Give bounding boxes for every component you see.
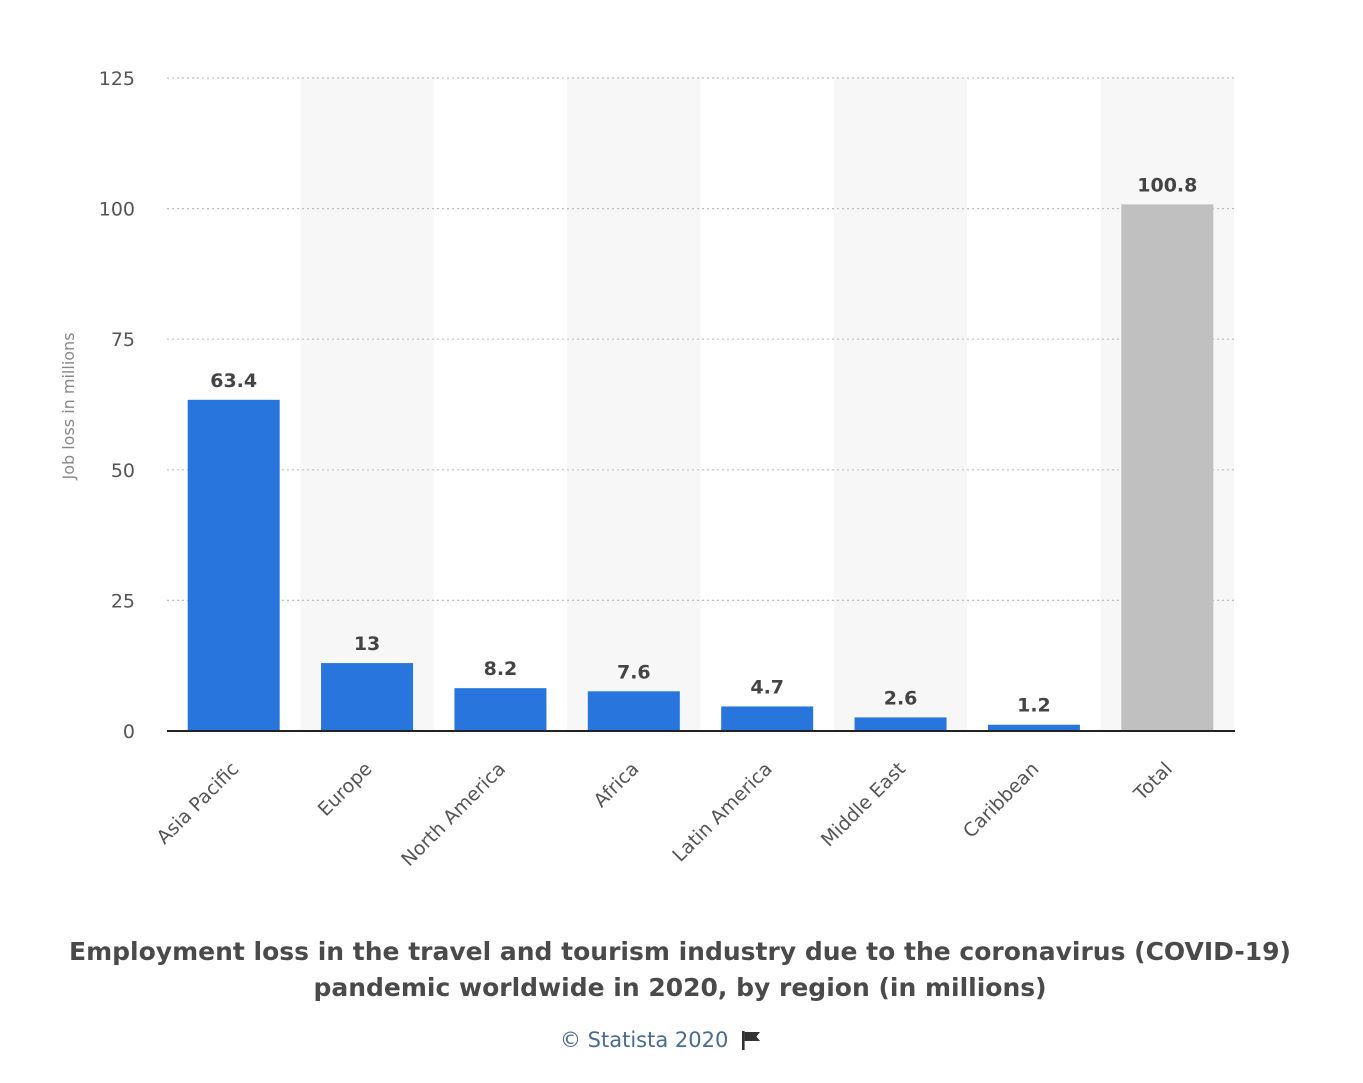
y-axis-title: Job loss in millions	[59, 332, 78, 480]
column-shade	[567, 78, 701, 731]
data-label: 1.2	[1017, 695, 1051, 717]
column-shade	[300, 78, 434, 731]
data-label: 2.6	[884, 687, 918, 709]
bars	[187, 204, 1214, 732]
bar[interactable]	[454, 688, 547, 731]
bar[interactable]	[587, 691, 680, 731]
data-label: 7.6	[617, 661, 651, 683]
bar[interactable]	[1121, 204, 1214, 732]
x-tick-label: Middle East	[817, 758, 910, 851]
data-label: 8.2	[484, 658, 518, 680]
x-tick-label: Europe	[314, 758, 377, 821]
column-shade	[833, 78, 968, 731]
chart-title-line-2: pandemic worldwide in 2020, by region (i…	[313, 973, 1047, 1002]
y-tick-label: 100	[99, 199, 135, 221]
y-tick-label: 75	[111, 329, 135, 351]
y-tick-label: 50	[111, 460, 135, 482]
bar[interactable]	[721, 706, 814, 731]
source-credit: © Statista 2020	[560, 1028, 762, 1052]
x-tick-label: Asia Pacific	[153, 758, 244, 849]
bar[interactable]	[187, 399, 280, 731]
y-tick-label: 25	[111, 590, 135, 612]
chart-title-line-1: Employment loss in the travel and touris…	[69, 937, 1291, 966]
bar[interactable]	[987, 724, 1080, 731]
x-tick-label: North America	[397, 758, 510, 871]
bar[interactable]	[321, 663, 414, 731]
bar[interactable]	[854, 717, 947, 731]
x-tick-label: Total	[1129, 758, 1177, 806]
x-tick-label: Africa	[589, 758, 643, 812]
data-label: 13	[354, 633, 380, 655]
data-label: 4.7	[750, 676, 784, 698]
y-tick-label: 125	[99, 68, 135, 90]
chart-title: Employment loss in the travel and touris…	[60, 934, 1300, 1006]
data-label: 100.8	[1137, 174, 1197, 196]
data-label: 63.4	[210, 370, 257, 392]
bar-chart: 0 25 50 75 100 125 63.4 Asia Pacific 13 Europe 8.2…	[59, 68, 1235, 871]
column-shading	[300, 78, 1234, 731]
flag-icon[interactable]	[740, 1029, 762, 1051]
x-tick-label: Caribbean	[959, 758, 1043, 842]
x-tick-label: Latin America	[668, 758, 776, 866]
credit-text[interactable]: © Statista 2020	[560, 1028, 729, 1052]
y-tick-label: 0	[123, 721, 135, 743]
